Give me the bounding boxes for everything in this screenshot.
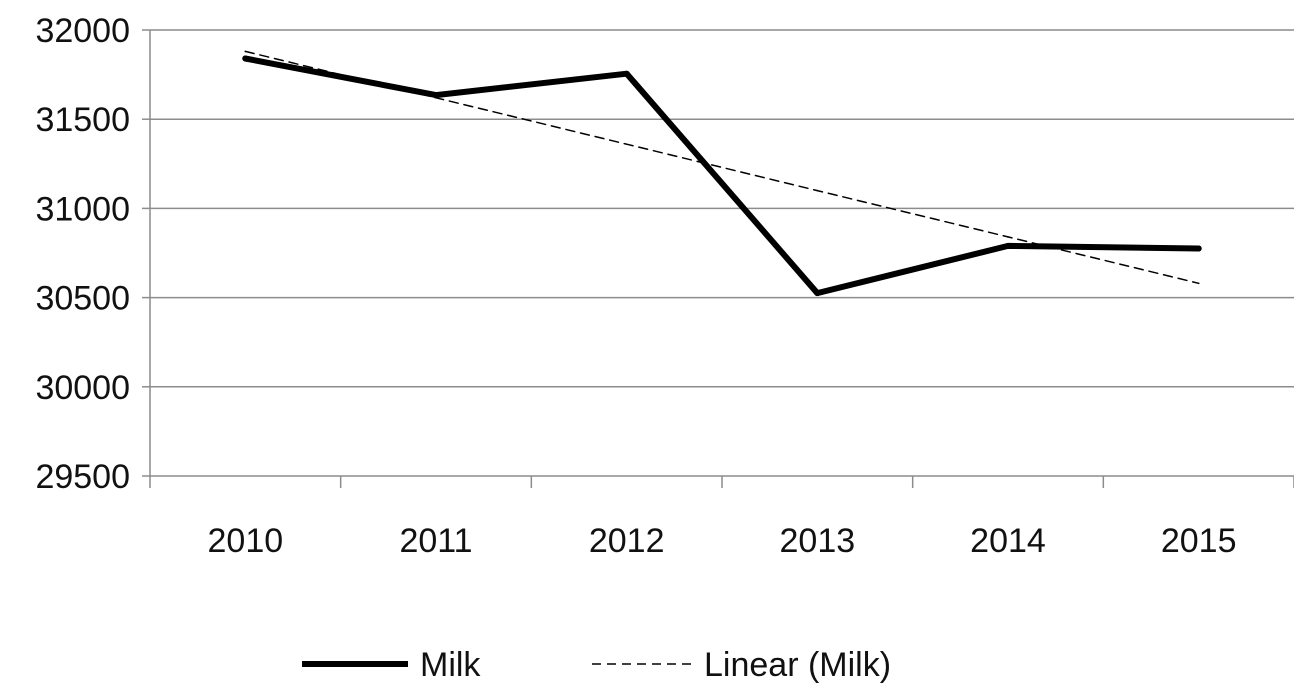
x-tick-label: 2013 bbox=[780, 522, 856, 560]
x-tick-label: 2011 bbox=[399, 522, 472, 560]
gridlines bbox=[150, 29, 1294, 388]
legend-label-milk: Milk bbox=[420, 646, 481, 684]
axes bbox=[142, 29, 1294, 488]
series-line-linear-milk bbox=[244, 50, 1200, 285]
x-tick-label: 2010 bbox=[208, 522, 284, 560]
trend-point bbox=[435, 96, 437, 99]
series-line-milk bbox=[242, 55, 1202, 297]
data-point bbox=[242, 55, 249, 62]
y-tick-label: 31000 bbox=[35, 190, 130, 228]
y-axis-ticks: 29500 30000 30500 31000 31500 32000 bbox=[35, 12, 130, 496]
y-tick-label: 30500 bbox=[35, 280, 130, 318]
x-tick-label: 2015 bbox=[1161, 522, 1237, 560]
x-tick-label: 2014 bbox=[970, 522, 1046, 560]
series-lines bbox=[242, 50, 1202, 297]
legend: Milk Linear (Milk) bbox=[302, 646, 891, 684]
data-point bbox=[814, 290, 821, 297]
legend-label-linear-milk: Linear (Milk) bbox=[704, 646, 891, 684]
data-point bbox=[1005, 242, 1011, 249]
data-point bbox=[1195, 245, 1202, 252]
trend-point bbox=[816, 189, 819, 192]
trend-point bbox=[625, 143, 628, 145]
trend-point bbox=[244, 50, 247, 53]
trend-point bbox=[1007, 236, 1009, 238]
trend-point bbox=[1197, 282, 1200, 285]
y-tick-label: 31500 bbox=[35, 101, 130, 139]
y-tick-label: 29500 bbox=[35, 458, 130, 496]
x-axis-ticks: 2010 2011 2012 2013 2014 2015 bbox=[208, 522, 1237, 560]
data-point bbox=[433, 92, 439, 99]
x-tick-label: 2012 bbox=[589, 522, 665, 560]
y-tick-label: 30000 bbox=[35, 369, 130, 407]
y-tick-label: 32000 bbox=[35, 12, 130, 50]
data-point bbox=[623, 70, 630, 77]
